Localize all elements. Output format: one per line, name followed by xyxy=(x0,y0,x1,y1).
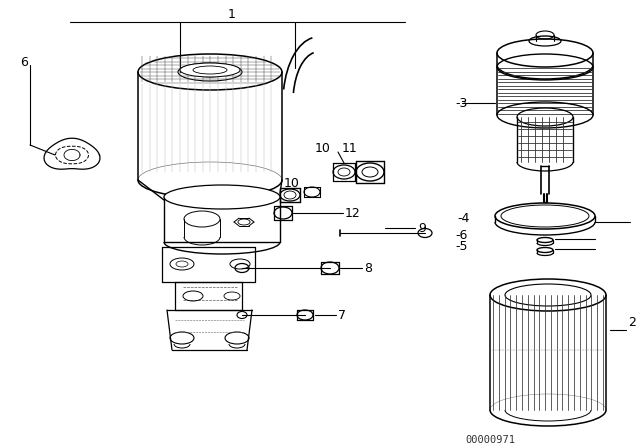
Text: 1: 1 xyxy=(228,8,236,21)
Text: -4: -4 xyxy=(457,211,469,224)
Ellipse shape xyxy=(193,66,227,74)
Ellipse shape xyxy=(164,185,280,209)
Text: 10: 10 xyxy=(315,142,331,155)
Text: 7: 7 xyxy=(338,309,346,322)
Text: 6: 6 xyxy=(20,56,28,69)
Text: -5: -5 xyxy=(455,240,467,253)
Text: 8: 8 xyxy=(364,262,372,275)
Text: 9: 9 xyxy=(418,221,426,234)
Text: 10: 10 xyxy=(284,177,300,190)
Text: 2: 2 xyxy=(628,315,636,328)
Ellipse shape xyxy=(180,63,240,77)
Text: -6: -6 xyxy=(455,228,467,241)
Text: 00000971: 00000971 xyxy=(465,435,515,445)
Text: 11: 11 xyxy=(342,142,358,155)
Text: 12: 12 xyxy=(345,207,361,220)
Text: -3: -3 xyxy=(455,96,467,109)
